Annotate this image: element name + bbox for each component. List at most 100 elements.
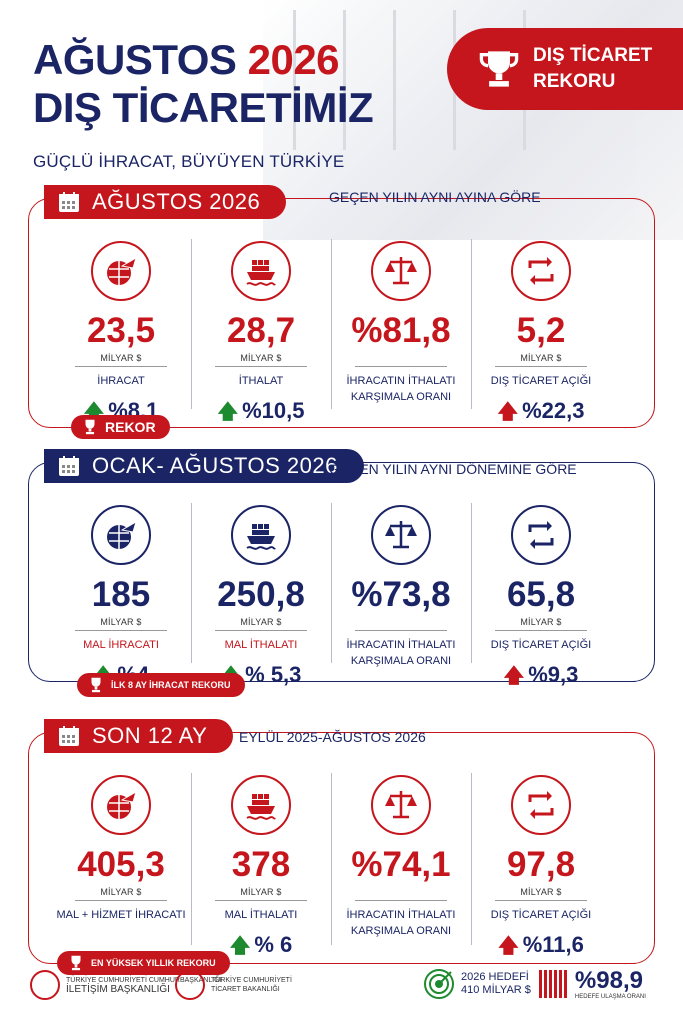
stat-column: 23,5 MİLYAR $ İHRACAT 🡅 %8,1: [51, 241, 191, 431]
section-2: OCAK- AĞUSTOS 2026 GEÇEN YILIN AYNI DÖNEM…: [28, 449, 655, 697]
logo1-line1: TÜRKİYE CUMHURİYETİ CUMHURBAŞKANLIĞI: [66, 977, 222, 984]
section-1: AĞUSTOS 2026 GEÇEN YILIN AYNI AYINA GÖRE …: [28, 185, 655, 439]
calendar-icon: [59, 726, 79, 746]
arrow-up-icon: 🡅: [497, 401, 519, 423]
stat-value: 65,8: [506, 575, 576, 614]
stat-value: %73,8: [351, 575, 451, 614]
stat-label: MAL + HİZMET İHRACATI: [56, 909, 186, 921]
title-year: 2026: [247, 36, 340, 83]
record-ribbon: DIŞ TİCARET REKORU: [447, 28, 683, 110]
section-header: AĞUSTOS 2026: [44, 185, 287, 219]
change-text: % 6: [254, 932, 293, 957]
stat-column: 250,8 MİLYAR $ MAL İTHALATI 🡅% 5,3: [191, 505, 331, 695]
stat-column: 28,7 MİLYAR $ İTHALAT 🡅 %10,5: [191, 241, 331, 431]
ship-icon: [231, 241, 291, 301]
change-value: 🡅 %11,6: [471, 931, 611, 965]
column-divider: [471, 503, 472, 663]
target-icon: [424, 969, 454, 999]
change-value: 🡅 %10,5: [191, 397, 331, 431]
stat-label: MAL İTHALATI: [224, 639, 298, 651]
exchange-icon: [511, 775, 571, 835]
stat-column: 378 MİLYAR $ MAL İTHALATI 🡅% 6: [191, 775, 331, 965]
title-line2: DIŞ TİCARETİMİZ: [33, 84, 374, 131]
change-text: %11,6: [522, 932, 584, 957]
ship-icon: [231, 775, 291, 835]
stat-unit: MİLYAR $: [520, 887, 562, 897]
record-badge: EN YÜKSEK YILLIK REKORU: [57, 951, 230, 975]
change-text: %9,3: [528, 662, 579, 687]
badge-text: EN YÜKSEK YILLIK REKORU: [91, 958, 216, 968]
target-line2: 410 MİLYAR $: [461, 984, 531, 996]
section-header: SON 12 AY: [44, 719, 234, 753]
stat-value: %81,8: [351, 311, 451, 350]
column-divider: [331, 773, 332, 945]
section-title: SON 12 AY: [92, 723, 208, 748]
target-percent: %98,9: [574, 967, 643, 994]
scale-icon: [371, 505, 431, 565]
stat-label: İHRACATIN İTHALATI: [346, 639, 456, 651]
globe-plane-icon: [91, 775, 151, 835]
stat-label: DIŞ TİCARET AÇIĞI: [490, 909, 592, 921]
column-divider: [191, 773, 192, 945]
section-title: AĞUSTOS 2026: [92, 189, 261, 214]
globe-plane-icon: [91, 505, 151, 565]
exchange-icon: [511, 505, 571, 565]
trophy-icon: [85, 419, 95, 435]
change-value: 🡅 %22,3: [471, 397, 611, 431]
stat-label: İHRACATIN İTHALATI: [346, 909, 456, 921]
seal-icon: [175, 970, 205, 1000]
record-badge: İLK 8 AY İHRACAT REKORU: [77, 673, 245, 697]
stat-column: 97,8 MİLYAR $ DIŞ TİCARET AÇIĞI 🡅 %11,6: [471, 775, 611, 965]
section-3: SON 12 AY EYLÜL 2025-AĞUSTOS 2026 405,3 M…: [28, 719, 655, 975]
stat-label: İHRACAT: [97, 375, 145, 387]
subtitle: GÜÇLÜ İHRACAT, BÜYÜYEN TÜRKİYE: [33, 152, 345, 171]
stat-label-2: KARŞIMALA ORANI: [350, 925, 452, 937]
stat-unit: MİLYAR $: [240, 887, 282, 897]
stat-label-2: KARŞIMALA ORANI: [350, 391, 452, 403]
stat-column: 65,8 MİLYAR $ DIŞ TİCARET AÇIĞI 🡅 %9,3: [471, 505, 611, 695]
arrow-up-icon: 🡅: [229, 935, 251, 957]
section-note: GEÇEN YILIN AYNI DÖNEMİNE GÖRE: [329, 461, 577, 477]
stat-column: %74,1 İHRACATIN İTHALATI KARŞIMALA ORANI: [331, 775, 471, 939]
stat-value: 23,5: [86, 311, 156, 350]
stat-value: 250,8: [217, 575, 305, 614]
record-badge: REKOR: [71, 415, 170, 439]
stat-unit: MİLYAR $: [520, 353, 562, 363]
stat-column: 5,2 MİLYAR $ DIŞ TİCARET AÇIĞI 🡅 %22,3: [471, 241, 611, 431]
target-block: 2026 HEDEFİ 410 MİLYAR $ %98,9 HEDEFE UL…: [423, 968, 646, 1000]
logo2-line2: TİCARET BAKANLIĞI: [211, 986, 280, 993]
calendar-icon: [59, 192, 79, 212]
exchange-icon: [511, 241, 571, 301]
calendar-icon: [59, 456, 79, 476]
stat-unit: MİLYAR $: [100, 617, 142, 627]
stat-column: %73,8 İHRACATIN İTHALATI KARŞIMALA ORANI: [331, 505, 471, 669]
stat-unit: MİLYAR $: [520, 617, 562, 627]
change-text: %10,5: [242, 398, 305, 423]
seal-icon: [30, 970, 60, 1000]
ribbon-line2: REKORU: [533, 71, 616, 92]
stat-value: %74,1: [351, 845, 451, 884]
stat-unit: MİLYAR $: [100, 353, 142, 363]
column-divider: [191, 239, 192, 409]
stat-column: 185 MİLYAR $ MAL İHRACATI 🡅%4: [51, 505, 191, 695]
stat-value: 5,2: [516, 311, 566, 350]
stat-label: İTHALAT: [238, 375, 284, 387]
logo1-line2: İLETİŞİM BAŞKANLIĞI: [66, 984, 170, 995]
section-title: OCAK- AĞUSTOS 2026: [92, 453, 338, 478]
ship-icon: [231, 505, 291, 565]
arrow-up-icon: 🡅: [498, 935, 519, 957]
arrow-up-icon: 🡅: [217, 401, 239, 423]
column-divider: [471, 773, 472, 945]
scale-icon: [371, 241, 431, 301]
arrow-up-icon: 🡅: [503, 665, 525, 687]
section-header: OCAK- AĞUSTOS 2026: [44, 449, 364, 483]
scale-icon: [371, 775, 431, 835]
target-line1: 2026 HEDEFİ: [461, 971, 529, 983]
section-note: EYLÜL 2025-AĞUSTOS 2026: [239, 729, 426, 745]
trophy-icon: [91, 677, 101, 693]
logo2-line1: TÜRKİYE CUMHURİYETİ: [211, 977, 292, 984]
stat-unit: MİLYAR $: [240, 617, 282, 627]
globe-plane-icon: [91, 241, 151, 301]
trophy-icon: [479, 51, 519, 87]
section-note: GEÇEN YILIN AYNI AYINA GÖRE: [329, 189, 541, 205]
